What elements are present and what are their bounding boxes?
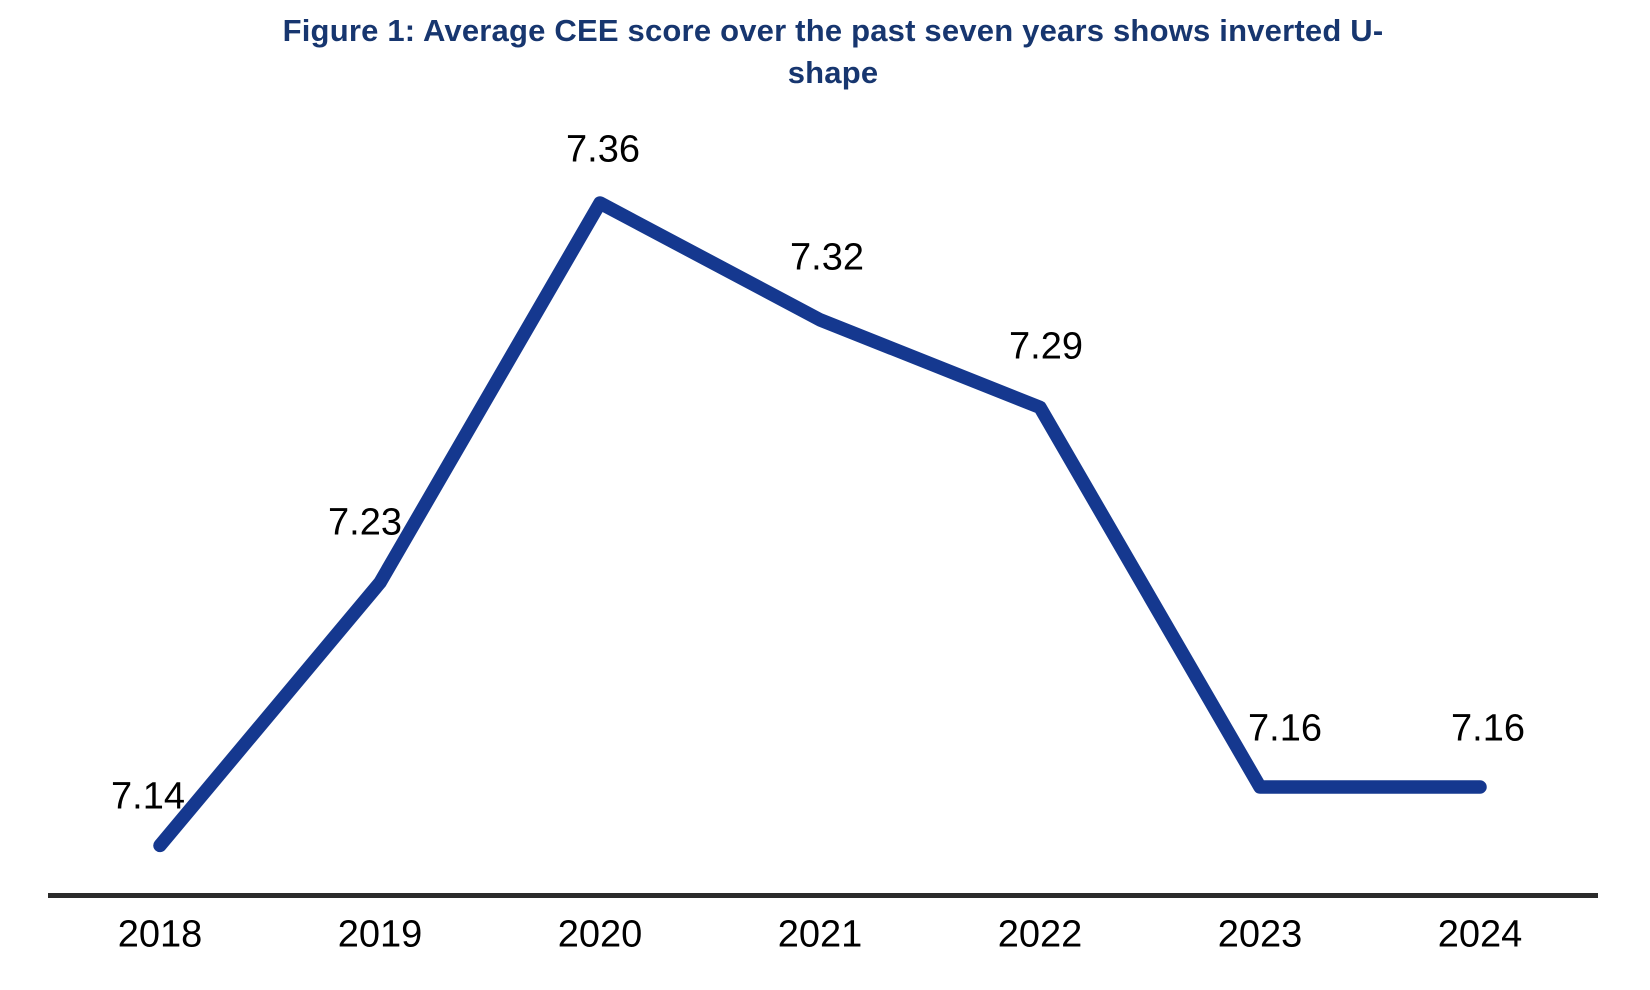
x-tick-label: 2018 xyxy=(117,913,203,956)
chart-title-line2: shape xyxy=(787,55,879,90)
data-label: 7.36 xyxy=(566,128,640,171)
x-axis-line xyxy=(48,893,1598,898)
data-label: 7.29 xyxy=(1009,325,1083,368)
chart-title: Figure 1: Average CEE score over the pas… xyxy=(8,10,1650,94)
x-tick-label: 2020 xyxy=(557,913,643,956)
data-label: 7.16 xyxy=(1451,707,1525,750)
data-label: 7.14 xyxy=(111,775,185,818)
data-label: 7.16 xyxy=(1248,707,1322,750)
data-label: 7.32 xyxy=(790,236,864,279)
x-tick-label: 2022 xyxy=(997,913,1083,956)
x-tick-label: 2021 xyxy=(777,913,863,956)
chart-title-line1: Figure 1: Average CEE score over the pas… xyxy=(282,13,1384,48)
x-tick-label: 2019 xyxy=(337,913,423,956)
x-tick-label: 2023 xyxy=(1217,913,1303,956)
x-tick-label: 2024 xyxy=(1437,913,1523,956)
data-label: 7.23 xyxy=(328,501,402,544)
